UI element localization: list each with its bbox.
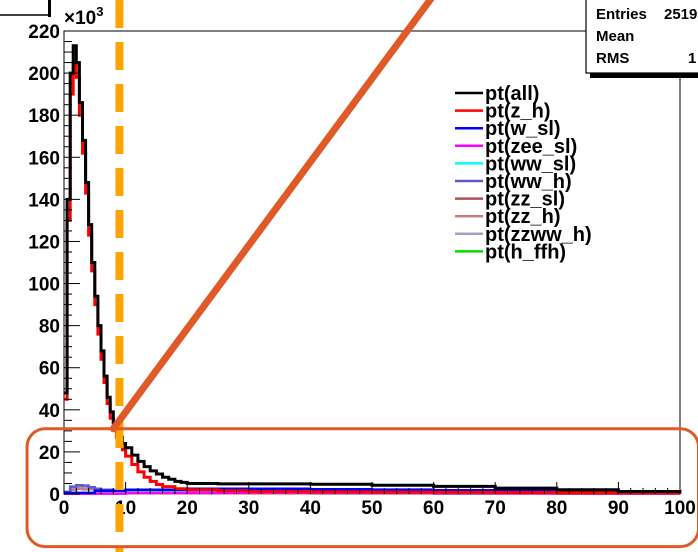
- y-tick-label: 20: [39, 443, 60, 464]
- y-tick-label: 140: [28, 190, 60, 211]
- title-box-shadow: [48, 0, 51, 17]
- x-tick-label: 100: [664, 498, 696, 519]
- stats-entries-value: 2519: [664, 6, 697, 23]
- y-multiplier-label: ×103: [64, 4, 103, 29]
- y-tick-label: 60: [39, 359, 60, 380]
- stats-mean-label: Mean: [596, 28, 634, 45]
- y-tick-label: 160: [28, 148, 60, 169]
- legend-label: pt(z_h): [485, 101, 551, 123]
- y-tick-label: 120: [28, 232, 60, 253]
- stats-box: Entries 2519 Mean RMS 1: [585, 0, 698, 78]
- legend-label: pt(zz_h): [485, 206, 561, 228]
- legend-label: pt(w_sl): [485, 118, 561, 140]
- y-multiplier-exponent: 3: [96, 4, 103, 19]
- legend-label: pt(zee_sl): [485, 136, 577, 158]
- x-tick-label: 50: [361, 498, 382, 519]
- x-tick-label: 80: [546, 498, 567, 519]
- legend-label: pt(zzww_h): [485, 224, 592, 246]
- y-tick-label: 40: [39, 401, 60, 422]
- y-tick-label: 80: [39, 317, 60, 338]
- y-tick-label: 200: [28, 64, 60, 85]
- x-tick-label: 90: [608, 498, 629, 519]
- legend-label: pt(h_ffh): [485, 241, 566, 263]
- title-box-fragment: [0, 0, 51, 16]
- stats-rms-value: 1: [688, 50, 696, 67]
- callout-line: [109, 0, 435, 433]
- y-tick-label: 100: [28, 275, 60, 296]
- legend-label: pt(zz_sl): [485, 189, 565, 211]
- legend-label: pt(ww_h): [485, 171, 572, 193]
- x-tick-label: 40: [300, 498, 321, 519]
- legend-label: pt(all): [485, 83, 539, 105]
- x-tick-label: 20: [177, 498, 198, 519]
- y-multiplier-base: ×10: [64, 8, 96, 29]
- y-tick-label: 0: [49, 485, 60, 506]
- highlight-rounded-box: [25, 427, 698, 549]
- x-tick-label: 60: [423, 498, 444, 519]
- annotation-layer: [25, 0, 698, 552]
- x-tick-label: 30: [238, 498, 259, 519]
- stats-box-panel: [585, 0, 698, 74]
- stats-entries-label: Entries: [596, 6, 647, 23]
- legend-label: pt(ww_sl): [485, 153, 576, 175]
- legend: pt(all)pt(z_h)pt(w_sl)pt(zee_sl)pt(ww_sl…: [455, 83, 592, 263]
- x-tick-label: 0: [59, 498, 70, 519]
- y-tick-label: 220: [28, 22, 60, 43]
- stats-rms-label: RMS: [596, 50, 629, 67]
- x-tick-label: 70: [485, 498, 506, 519]
- y-tick-label: 180: [28, 106, 60, 127]
- axes-layer: 0 10 20 30 40 50 60 70 80 90 100020406080100120140…: [28, 22, 696, 519]
